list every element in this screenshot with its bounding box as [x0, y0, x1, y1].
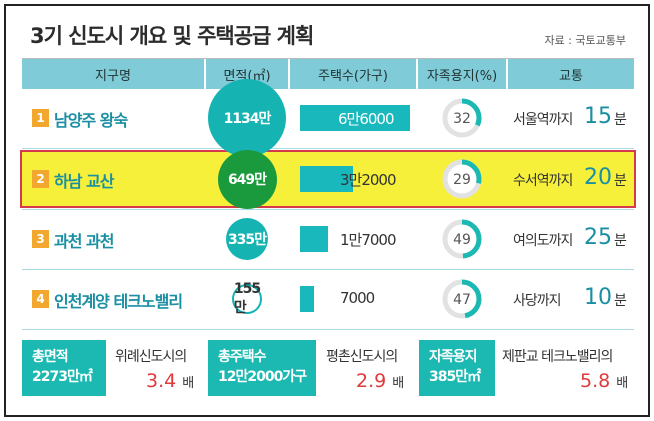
transport-destination: 여의도까지 — [513, 233, 573, 249]
transport-destination: 수서역까지 — [513, 173, 573, 189]
houses-bar — [300, 226, 328, 252]
houses-bar — [300, 286, 314, 312]
summary-compare: 평촌신도시의 — [326, 349, 398, 365]
self-land-donut: 47 — [442, 279, 482, 319]
transport-minutes: 10 — [584, 285, 612, 310]
row-divider — [22, 329, 634, 330]
page-title: 3기 신도시 개요 및 주택공급 계획 — [30, 24, 314, 48]
area-circle: 649만 — [217, 149, 277, 209]
summary-box-value: 385만㎡ — [429, 369, 481, 385]
houses-bar — [300, 166, 353, 192]
transport-unit: 분 — [614, 173, 627, 189]
transport-unit: 분 — [614, 293, 627, 309]
highlight-border — [20, 150, 636, 208]
summary-compare: 위례신도시의 — [115, 349, 187, 365]
area-circle: 155만 — [232, 281, 262, 316]
summary-box-value: 2273만㎡ — [32, 369, 93, 385]
summary-multiple-unit: 배 — [182, 376, 195, 391]
transport-destination: 사당까지 — [513, 293, 562, 309]
summary-multiple-value: 5.8 — [580, 370, 611, 392]
donut-arc — [442, 279, 482, 319]
summary-box-area: 총면적 2273만㎡ — [22, 340, 106, 396]
district-name: 하남 교산 — [54, 172, 114, 191]
transport-minutes: 25 — [584, 225, 612, 250]
summary-compare: 제판교 테크노밸리의 — [502, 349, 613, 365]
self-land-donut: 29 — [442, 159, 482, 199]
self-land-value: 47 — [453, 292, 471, 308]
houses-value: 6만6000 — [338, 110, 395, 128]
row-number-badge: 2 — [32, 170, 49, 188]
donut-arc — [442, 98, 482, 138]
transport-destination: 서울역까지 — [513, 112, 573, 128]
summary-box-self-land: 자족용지 385만㎡ — [419, 340, 495, 396]
district-name: 남양주 왕숙 — [54, 111, 128, 130]
row-number-badge: 1 — [32, 109, 49, 127]
header-top-rule — [22, 58, 634, 59]
summary-multiple-value: 3.4 — [146, 370, 177, 392]
row-number-badge: 3 — [32, 230, 49, 248]
row-divider — [22, 148, 634, 149]
area-circle: 1134만 — [208, 79, 286, 157]
area-circle: 335만 — [226, 218, 268, 260]
houses-value: 3만2000 — [340, 171, 397, 189]
col-header-self-land: 자족용지(%) — [418, 59, 506, 89]
summary-box-label: 총면적 — [32, 349, 69, 365]
houses-value: 1만7000 — [340, 231, 397, 249]
row-divider — [22, 209, 634, 210]
transport-minutes: 20 — [584, 165, 612, 190]
self-land-value: 29 — [453, 172, 471, 188]
summary-multiple: 2.9 배 — [356, 370, 404, 392]
summary-box-value: 12만2000가구 — [218, 369, 307, 385]
houses-bar — [300, 105, 410, 131]
col-header-transport: 교통 — [508, 59, 634, 89]
donut-arc — [442, 159, 482, 199]
donut-arc — [442, 219, 482, 259]
col-header-houses: 주택수(가구) — [290, 59, 416, 89]
transport-unit: 분 — [614, 112, 627, 128]
self-land-donut: 32 — [442, 98, 482, 138]
summary-box-label: 총주택수 — [218, 349, 267, 365]
summary-multiple: 3.4 배 — [146, 370, 194, 392]
row-divider — [22, 269, 634, 270]
summary-multiple-value: 2.9 — [356, 370, 387, 392]
summary-box-houses: 총주택수 12만2000가구 — [208, 340, 316, 396]
transport-minutes: 15 — [584, 104, 612, 129]
source-note: 자료 : 국토교통부 — [544, 34, 626, 47]
col-header-district: 지구명 — [22, 59, 204, 89]
summary-multiple-unit: 배 — [392, 376, 405, 391]
row-number-badge: 4 — [32, 290, 49, 308]
houses-value: 7000 — [340, 289, 375, 307]
self-land-value: 32 — [453, 111, 471, 127]
transport-unit: 분 — [614, 233, 627, 249]
summary-multiple: 5.8 배 — [580, 370, 628, 392]
district-name: 과천 과천 — [54, 232, 114, 251]
self-land-value: 49 — [453, 232, 471, 248]
district-name: 인천계양 테크노밸리 — [54, 292, 183, 311]
self-land-donut: 49 — [442, 219, 482, 259]
summary-multiple-unit: 배 — [616, 376, 629, 391]
summary-box-label: 자족용지 — [429, 349, 478, 365]
